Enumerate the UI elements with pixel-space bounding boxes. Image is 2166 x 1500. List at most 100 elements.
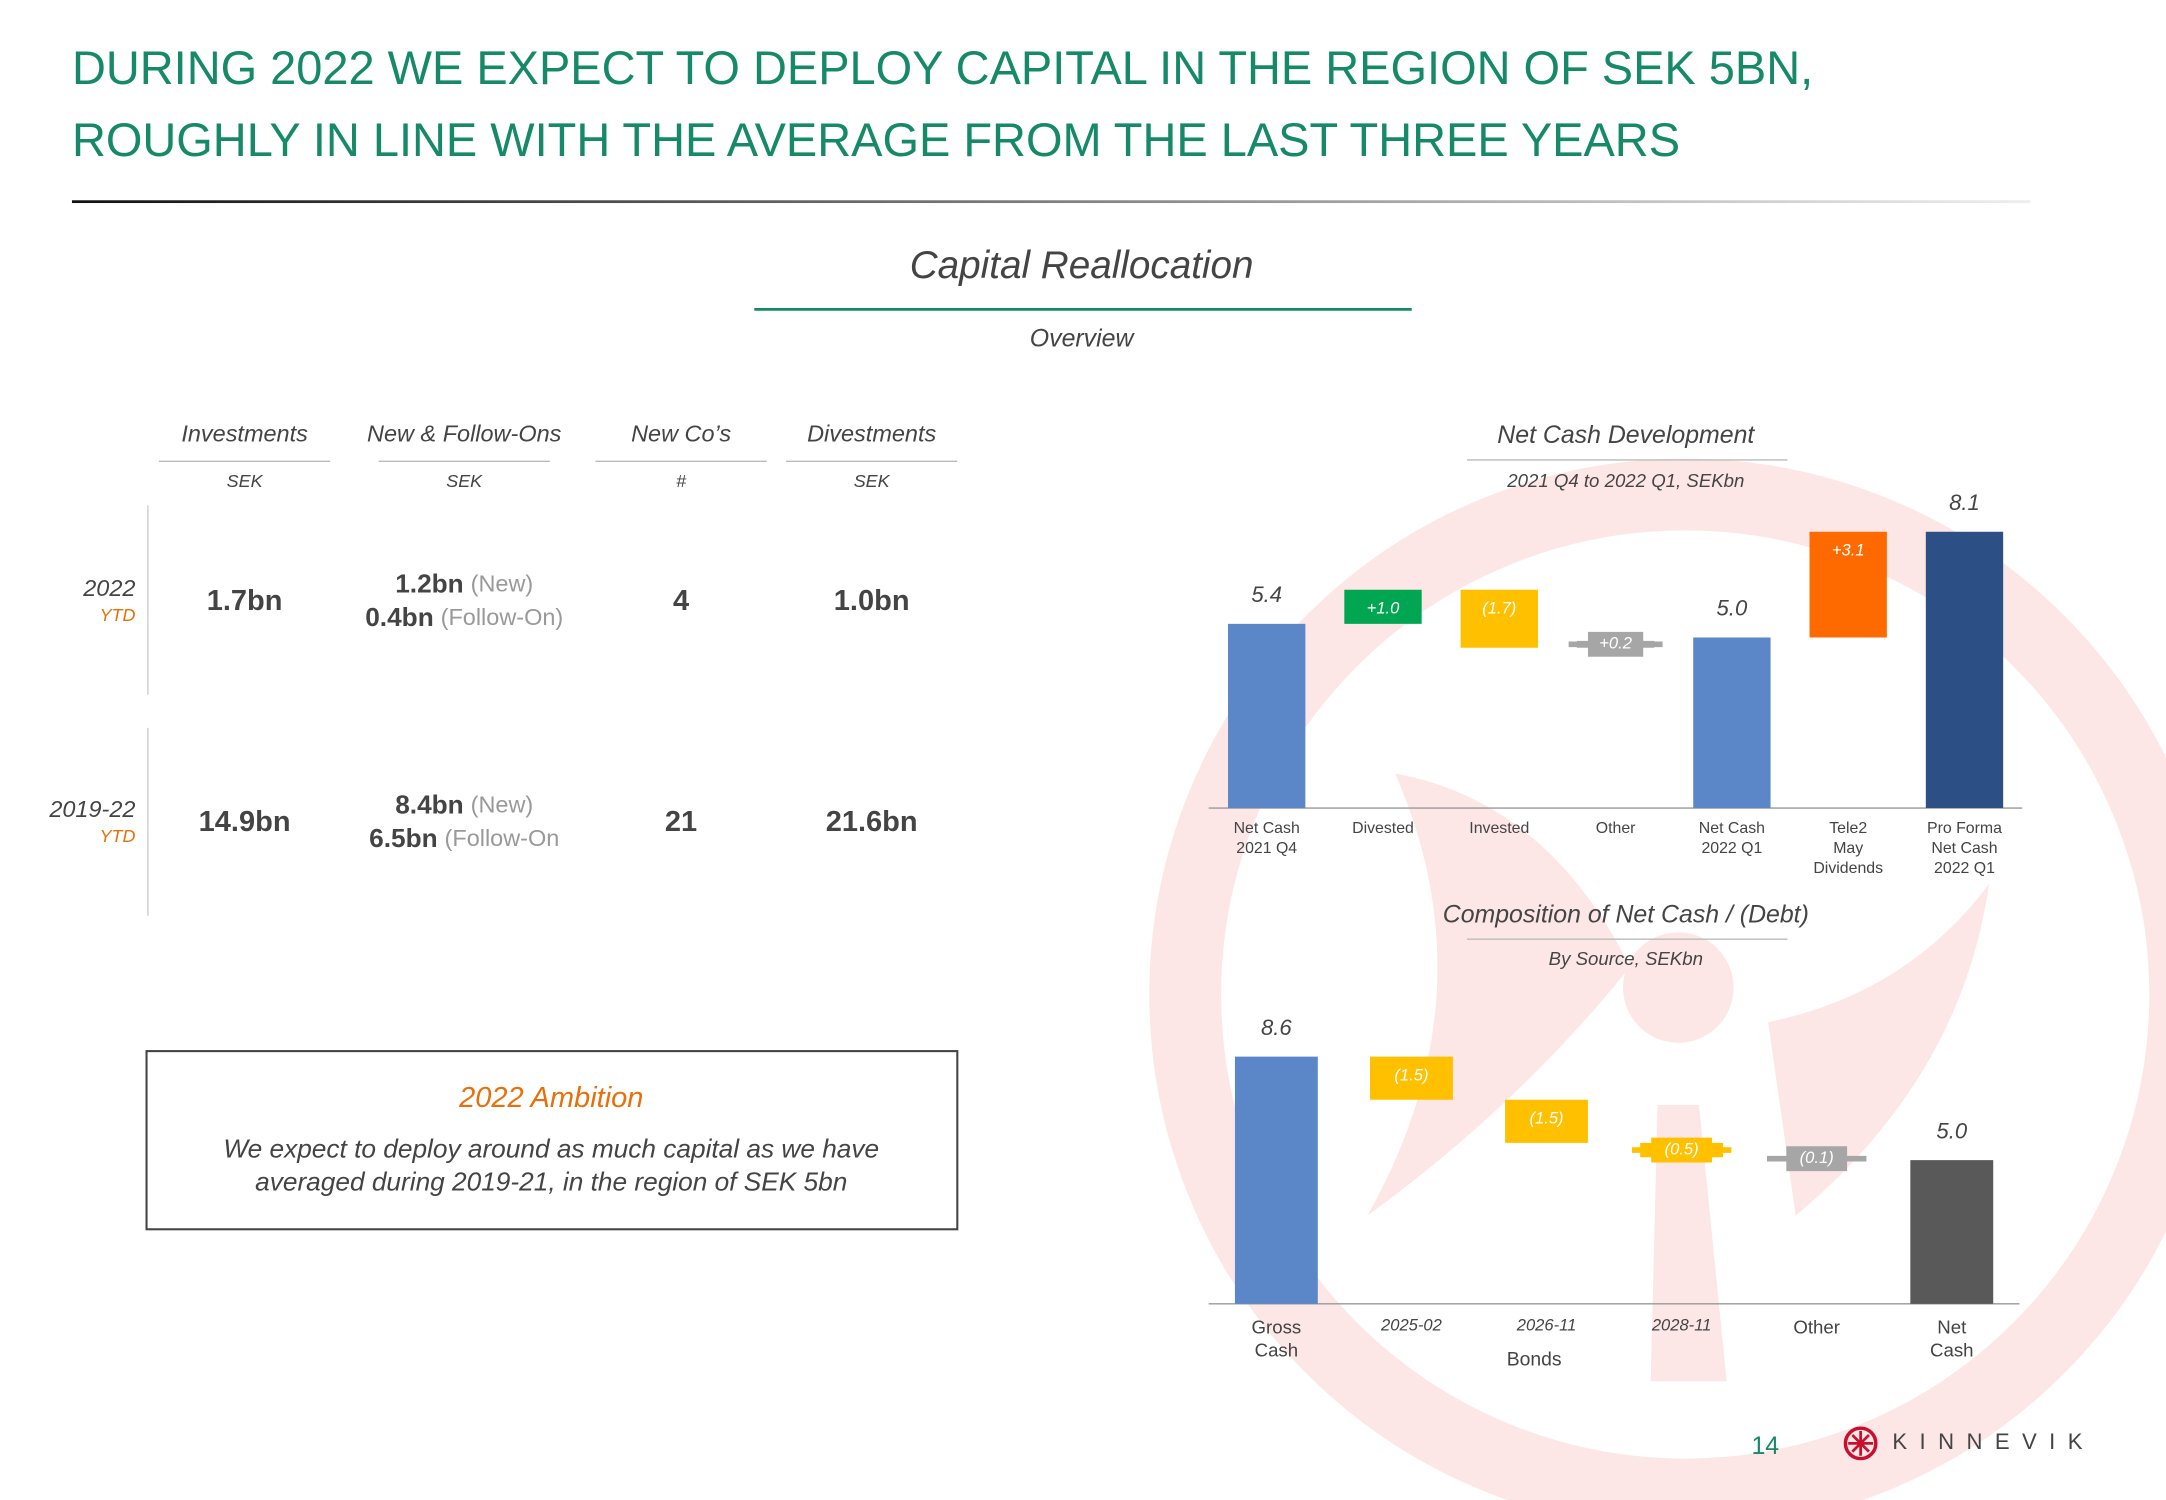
bar <box>1234 1056 1318 1304</box>
column-unit: # <box>676 471 687 491</box>
cell-value: 14.9bn <box>199 806 291 838</box>
value-label: (1.7) <box>1482 598 1516 617</box>
ambition-title: 2022 Ambition <box>458 1082 643 1114</box>
column-title: Investments <box>181 420 308 446</box>
section-subtitle: Overview <box>1030 324 1136 352</box>
value-label: (1.5) <box>1394 1065 1428 1084</box>
cell-value: 6.5bn <box>369 823 438 853</box>
value-label: 5.0 <box>1717 596 1748 621</box>
cell: 21.6bn <box>826 806 918 838</box>
value-label: (0.5) <box>1665 1139 1699 1158</box>
bar <box>1809 531 1887 638</box>
x-tick-label: 2022 Q1 <box>1701 840 1762 857</box>
column-title: New & Follow-Ons <box>367 420 562 446</box>
bar <box>1228 623 1306 809</box>
x-tick-label: Dividends <box>1813 860 1883 877</box>
row-sub: YTD <box>100 826 136 846</box>
cell: 4 <box>673 585 689 617</box>
value-label: +0.2 <box>1599 634 1632 653</box>
column-unit: SEK <box>227 471 264 491</box>
chart-subtitle: By Source, SEKbn <box>1549 948 1703 969</box>
title-rule <box>71 200 2031 204</box>
column-title: New Co’s <box>631 420 731 446</box>
cell-value: 0.4bn <box>365 602 434 632</box>
x-tick-label: 2021 Q4 <box>1236 840 1297 857</box>
group-label: Bonds <box>1507 1350 1562 1371</box>
cell: 1.7bn <box>207 585 283 617</box>
value-label: 5.4 <box>1251 582 1282 607</box>
watermark <box>1149 458 2166 1500</box>
x-tick-label: Divested <box>1352 820 1414 837</box>
bar <box>1370 1056 1453 1100</box>
row-period: 2019-22 <box>48 796 135 822</box>
value-label: 8.1 <box>1949 490 1980 515</box>
title-line: DURING 2022 WE EXPECT TO DEPLOY CAPITAL … <box>72 41 1813 94</box>
x-tick-label: Net Cash <box>1699 820 1765 837</box>
x-tick-label: Net Cash <box>1931 840 1997 857</box>
cell-value: 1.7bn <box>207 585 283 617</box>
x-tick-label: 2028-11 <box>1651 1315 1712 1334</box>
cell-note: (New) <box>471 792 534 818</box>
x-tick-label: Tele2 <box>1829 820 1867 837</box>
brand: KINNEVIK <box>1892 1429 2095 1454</box>
value-label: (0.1) <box>1800 1148 1834 1167</box>
cell: 1.0bn <box>834 585 910 617</box>
bar <box>1693 637 1771 809</box>
column-title: Divestments <box>807 420 936 446</box>
cell: 6.5bn (Follow-On <box>369 823 559 853</box>
ambition-box <box>145 1050 959 1231</box>
cell: 0.4bn (Follow-On) <box>365 602 563 632</box>
cell: 21 <box>665 806 697 838</box>
value-label: +1.0 <box>1367 598 1400 617</box>
cell-note: (New) <box>471 571 534 597</box>
row-sub: YTD <box>100 605 136 625</box>
title-line: ROUGHLY IN LINE WITH THE AVERAGE FROM TH… <box>72 113 1680 166</box>
value-label: +3.1 <box>1832 540 1865 559</box>
cell-value: 21.6bn <box>826 806 918 838</box>
x-tick-label: Pro Forma <box>1927 820 2002 837</box>
cell-value: 21 <box>665 806 697 838</box>
x-tick-label: Cash <box>1930 1339 1973 1360</box>
label-box <box>1651 1137 1713 1163</box>
x-tick-label: Invested <box>1469 820 1529 837</box>
x-tick-label: 2022 Q1 <box>1934 860 1995 877</box>
value-label: 5.0 <box>1936 1118 1967 1143</box>
x-tick-label: Net <box>1937 1317 1967 1338</box>
bar <box>1925 531 2004 809</box>
chart-title: Composition of Net Cash / (Debt) <box>1443 900 1809 928</box>
cell-note: (Follow-On) <box>441 604 564 630</box>
logo <box>1843 1426 1878 1461</box>
ambition-text: We expect to deploy around as much capit… <box>223 1133 879 1163</box>
bar <box>1460 589 1538 648</box>
x-tick-label: 2026-11 <box>1516 1315 1577 1334</box>
value-label: (1.5) <box>1530 1108 1564 1127</box>
ambition-text: averaged during 2019-21, in the region o… <box>255 1167 847 1197</box>
x-tick-label: Other <box>1596 820 1636 837</box>
cell-note: (Follow-On <box>445 825 560 851</box>
bar <box>1344 589 1422 624</box>
cell: 14.9bn <box>199 806 291 838</box>
cell-value: 8.4bn <box>395 790 464 820</box>
cell-value: 1.0bn <box>834 585 910 617</box>
label-box <box>1786 1146 1848 1172</box>
cell: 1.2bn (New) <box>395 569 533 599</box>
chart-subtitle: 2021 Q4 to 2022 Q1, SEKbn <box>1506 470 1744 491</box>
section-title: Capital Reallocation <box>910 244 1254 287</box>
cell: 8.4bn (New) <box>395 790 533 820</box>
x-tick-label: Other <box>1793 1317 1840 1338</box>
column-unit: SEK <box>446 471 483 491</box>
cell-value: 4 <box>673 585 689 617</box>
x-tick-label: Net Cash <box>1234 820 1300 837</box>
value-label: 8.6 <box>1261 1015 1292 1040</box>
page-number: 14 <box>1751 1432 1779 1460</box>
bar <box>1910 1160 1994 1304</box>
x-tick-label: May <box>1833 840 1863 857</box>
row-period: 2022 <box>82 575 135 601</box>
label-box <box>1587 631 1644 657</box>
bar <box>1505 1099 1588 1143</box>
x-tick-label: Gross <box>1252 1317 1302 1338</box>
column-unit: SEK <box>854 471 891 491</box>
x-tick-label: 2025-02 <box>1380 1315 1442 1334</box>
